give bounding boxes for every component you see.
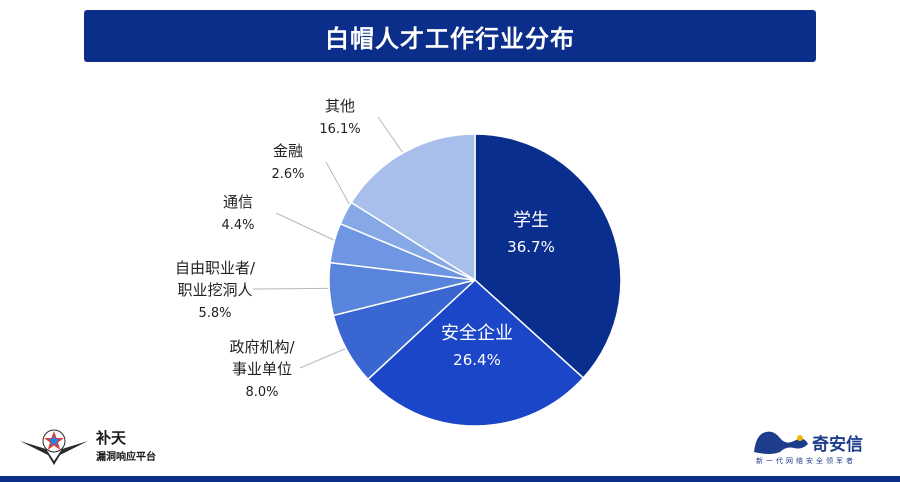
slice-name-2-line-0: 政府机构/: [229, 338, 295, 356]
slice-value-5: 2.6%: [271, 167, 304, 182]
slice-label-4: 通信 4.4%: [221, 193, 254, 233]
slice-name-4-line-0: 通信: [223, 193, 253, 211]
qianxin-brand: 奇安信: [812, 435, 863, 455]
slice-value-3: 5.8%: [198, 306, 231, 321]
slice-value-2: 8.0%: [245, 385, 278, 400]
bottom-bar: [0, 476, 900, 482]
butian-logo-subtext: 漏洞响应平台: [96, 452, 156, 463]
slice-name-5-line-0: 金融: [273, 142, 303, 160]
slice-label-5: 金融 2.6%: [271, 142, 304, 182]
slice-label-2: 政府机构/事业单位 8.0%: [229, 338, 295, 400]
pie-slice-1: [366, 278, 585, 427]
slice-name-0: 学生: [513, 210, 549, 231]
slice-name-2-line-1: 事业单位: [232, 360, 292, 378]
slice-value-0: 36.7%: [507, 238, 555, 256]
slice-label-1: 安全企业 26.4%: [441, 323, 513, 369]
qianxin-logo-icon: [754, 431, 808, 454]
slice-label-0: 学生 36.7%: [507, 210, 555, 256]
qianxin-slogan: 新一代网络安全领军者: [756, 457, 856, 465]
butian-logo-text: 补天: [96, 429, 127, 447]
pie-slice-0: [474, 133, 622, 379]
slice-value-6: 16.1%: [319, 122, 360, 137]
slice-label-3: 自由职业者/职业挖洞人 5.8%: [175, 259, 256, 321]
butian-logo: 补天 漏洞响应平台: [18, 425, 188, 467]
title-bar: 白帽人才工作行业分布: [84, 10, 816, 62]
qianxin-logo: 奇安信 新一代网络安全领军者: [752, 424, 892, 470]
slice-value-1: 26.4%: [453, 351, 501, 369]
slice-name-1: 安全企业: [441, 323, 513, 344]
butian-logo-icon: [20, 429, 88, 465]
chart-title: 白帽人才工作行业分布: [325, 24, 575, 53]
slice-value-4: 4.4%: [221, 218, 254, 233]
slice-name-6-line-0: 其他: [325, 97, 355, 115]
leader-line-3: [252, 287, 344, 290]
slice-label-6: 其他 16.1%: [319, 97, 360, 137]
slice-name-3-line-0: 自由职业者/: [175, 259, 256, 277]
pie-slice-6: [350, 133, 476, 282]
slice-name-3-line-1: 职业挖洞人: [177, 281, 252, 299]
